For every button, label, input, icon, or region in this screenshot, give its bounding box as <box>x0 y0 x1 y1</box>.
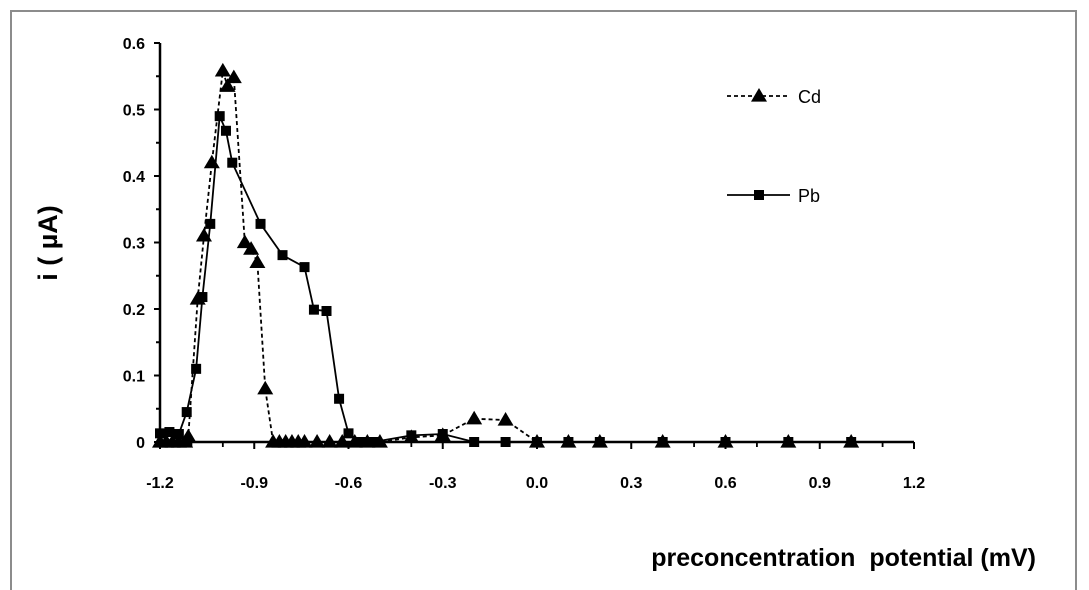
x-tick-label: 1.2 <box>903 475 925 492</box>
series-layer <box>152 62 860 448</box>
y-tick-label: 0.2 <box>123 302 145 319</box>
data-point-pb <box>563 437 574 447</box>
data-point-cd <box>257 380 274 395</box>
data-point-cd <box>249 254 266 269</box>
x-tick-label: -0.9 <box>240 475 268 492</box>
data-point-pb <box>368 437 379 447</box>
legend-item-pb: Pb <box>727 186 820 206</box>
x-tick-label: 0.3 <box>620 475 642 492</box>
data-point-pb <box>173 429 184 440</box>
x-tick-label: -0.6 <box>335 475 363 492</box>
x-tick-label: -1.2 <box>146 475 174 492</box>
y-tick-label: 0.6 <box>123 36 145 53</box>
data-point-cd <box>203 154 220 169</box>
data-point-pb <box>321 305 332 316</box>
data-point-pb <box>406 430 417 441</box>
data-point-pb <box>255 218 266 229</box>
data-point-cd <box>296 434 313 448</box>
data-point-cd <box>334 434 351 448</box>
y-axis-title: i ( µA) <box>33 205 63 281</box>
data-point-pb <box>181 407 192 418</box>
data-point-cd <box>214 62 231 77</box>
data-point-cd <box>225 69 242 84</box>
data-point-pb <box>334 393 345 404</box>
legend-label-cd: Cd <box>798 87 821 107</box>
data-point-pb <box>500 437 511 447</box>
x-tick-label: -0.3 <box>429 475 457 492</box>
y-tick-label: 0.1 <box>123 369 145 386</box>
data-point-cd <box>466 410 483 425</box>
data-point-pb <box>657 437 668 447</box>
x-tick-label: 0.6 <box>714 475 736 492</box>
data-point-pb <box>308 304 319 315</box>
data-point-cd <box>236 234 253 249</box>
legend-label-pb: Pb <box>798 186 820 206</box>
chart-frame <box>10 10 1077 590</box>
data-point-pb <box>214 111 225 122</box>
data-point-pb <box>846 437 857 447</box>
data-point-pb <box>594 437 605 447</box>
data-point-pb <box>469 437 480 447</box>
data-point-pb <box>205 218 216 229</box>
data-point-pb <box>356 437 367 447</box>
data-point-pb <box>191 363 202 374</box>
legend-item-cd: Cd <box>727 87 821 107</box>
y-tick-label: 0.4 <box>123 169 145 186</box>
series-line-pb <box>159 115 852 443</box>
data-point-pb <box>227 157 238 168</box>
x-tick-label: 0.9 <box>809 475 831 492</box>
data-point-cd <box>243 241 260 255</box>
legend-marker-pb <box>754 190 764 200</box>
data-point-cd <box>180 428 197 443</box>
data-point-pb <box>299 262 310 273</box>
x-axis-title: preconcentration potential (mV) <box>651 544 1036 572</box>
data-point-pb <box>343 428 354 439</box>
data-point-pb <box>220 125 231 136</box>
y-tick-label: 0 <box>136 435 145 452</box>
series-cd <box>152 62 860 448</box>
legend: Cd Pb <box>727 87 821 206</box>
data-point-pb <box>164 427 175 438</box>
data-point-pb <box>720 437 731 447</box>
data-point-pb <box>437 429 448 440</box>
y-tick-label: 0.5 <box>123 103 145 120</box>
data-point-cd <box>497 412 514 426</box>
data-point-pb <box>783 437 794 447</box>
data-point-cd <box>219 78 236 92</box>
legend-marker-cd <box>751 88 767 102</box>
series-pb <box>155 111 857 447</box>
data-point-pb <box>197 292 208 303</box>
data-point-pb <box>277 250 288 261</box>
data-point-cd <box>321 434 338 448</box>
y-tick-label: 0.3 <box>123 236 145 253</box>
data-point-pb <box>532 437 542 447</box>
data-point-cd <box>309 434 326 448</box>
x-tick-label: 0.0 <box>526 475 548 492</box>
data-point-pb <box>155 428 165 439</box>
